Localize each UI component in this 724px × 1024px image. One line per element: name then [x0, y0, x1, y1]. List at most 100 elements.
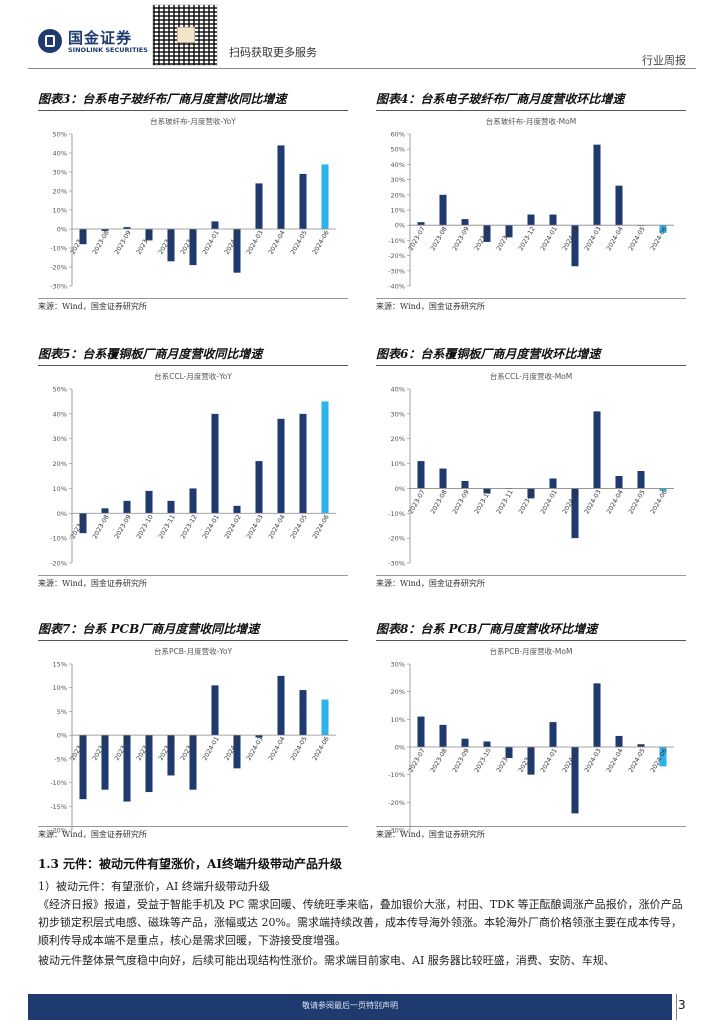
bar-2023-11 [167, 500, 175, 514]
bar-2024-01 [549, 478, 557, 489]
bar-2024-05 [637, 471, 645, 489]
source-rule [376, 826, 686, 827]
figure-title: 图表4：台系电子玻纤布厂商月度营收环比增速 [376, 92, 625, 106]
x-tick-label: 2023-08 [92, 514, 111, 540]
bar-2024-03 [255, 735, 263, 738]
bar-2023-10 [483, 741, 491, 747]
y-tick-label: 10% [53, 207, 67, 215]
chart-fig6: 台系CCL-月度营收-MoM -30% -20% -10% 0% 10% 20% 30% 40%… [376, 367, 686, 575]
source-rule [38, 575, 348, 576]
y-tick-label: 20% [391, 435, 405, 443]
x-tick-label: 2024-06 [312, 514, 331, 540]
bar-2023-10 [145, 229, 153, 241]
figure-title: 图表3：台系电子玻纤布厂商月度营收同比增速 [38, 92, 287, 106]
y-tick-label: 0% [395, 222, 405, 230]
y-tick-label: -10% [388, 771, 405, 779]
x-tick-label: 2023-08 [430, 748, 449, 774]
x-tick-label: 2024-03 [584, 748, 603, 774]
bar-2024-05 [299, 173, 307, 229]
figure-title: 图表6：台系覆铜板厂商月度营收环比增速 [376, 347, 601, 361]
y-tick-label: 20% [391, 191, 405, 199]
bar-2024-02 [571, 747, 579, 814]
y-tick-label: 0% [57, 510, 67, 518]
x-tick-label: 2023-11 [496, 489, 515, 515]
x-tick-label: 2024-06 [650, 226, 669, 252]
x-tick-label: 2024-03 [584, 489, 603, 515]
chart-svg: 台系CCL-月度营收-YoY -20% -10% 0% 10% 20% 30% 40% 50% 2… [50, 371, 336, 568]
y-tick-label: 15% [53, 661, 67, 669]
bar-2024-02 [233, 735, 241, 769]
bar-2023-07 [417, 222, 425, 226]
bar-2024-04 [615, 476, 623, 489]
y-tick-label: -30% [50, 283, 67, 291]
x-tick-label: 2024-04 [606, 226, 625, 252]
paragraph-1: 《经济日报》报道，受益于智能手机及 PC 需求回暖、传统旺季来临，叠加银价大涨，… [38, 898, 683, 947]
bar-2023-10 [483, 488, 491, 494]
x-tick-label: 2023-09 [452, 748, 471, 774]
bar-2023-09 [461, 480, 469, 489]
y-tick-label: -20% [50, 264, 67, 272]
bar-2023-12 [189, 735, 197, 790]
chart-svg: 台系CCL-月度营收-MoM -30% -20% -10% 0% 10% 20% 30% 40%… [388, 371, 674, 568]
y-tick-label: 0% [57, 226, 67, 234]
bar-2023-08 [439, 724, 447, 747]
chart-title: 台系PCB-月度营收-YoY [154, 646, 232, 656]
x-tick-label: 2024-06 [312, 230, 331, 256]
bar-2023-07 [417, 461, 425, 489]
bar-2024-01 [549, 214, 557, 226]
x-tick-label: 2024-05 [290, 514, 309, 540]
page-footer: 敬请参阅最后一页特别声明 3 [0, 994, 724, 1024]
x-tick-label: 2024-01 [202, 230, 221, 256]
bar-2024-05 [637, 744, 645, 747]
section-subtitle: 1）被动元件：有望涨价，AI 终端升级带动升级 [38, 880, 270, 893]
scan-prompt: 扫码获取更多服务 [229, 46, 317, 59]
chart-title: 台系玻纤布-月度营收-MoM [486, 116, 576, 126]
figure-source: 来源：Wind，国金证券研究所 [38, 830, 147, 839]
figure-title-rule [376, 365, 686, 366]
x-tick-label: 2023-09 [452, 226, 471, 252]
y-tick-label: 0% [57, 732, 67, 740]
page-number-divider [676, 994, 697, 1020]
x-tick-label: 2023-10 [136, 514, 155, 540]
source-rule [38, 826, 348, 827]
chart-svg: 台系PCB-月度营收-YoY -20% -15% -10% -5% 0% 5% 10% 15% 2… [50, 646, 336, 835]
y-tick-label: 10% [53, 684, 67, 692]
x-tick-label: 2024-01 [540, 748, 559, 774]
x-tick-label: 2024-03 [584, 226, 603, 252]
y-tick-label: -5% [54, 755, 67, 763]
bar-2023-08 [101, 735, 109, 790]
bar-2024-03 [255, 183, 263, 229]
chart-fig3: 台系玻纤布-月度营收-YoY -30% -20% -10% 0% 10% 20% 30% 40%… [38, 112, 348, 298]
y-tick-label: -20% [50, 827, 67, 835]
bar-2023-11 [167, 735, 175, 776]
bar-2023-09 [461, 219, 469, 226]
y-tick-label: -10% [50, 779, 67, 787]
y-tick-label: 40% [391, 161, 405, 169]
y-tick-label: -10% [388, 237, 405, 245]
bar-2023-11 [505, 225, 513, 238]
x-tick-label: 2023-10 [136, 230, 155, 256]
y-tick-label: 20% [53, 460, 67, 468]
x-tick-label: 2024-03 [246, 230, 265, 256]
qr-code-icon[interactable] [152, 4, 218, 66]
brand-name-cn: 国金证券 [68, 29, 133, 47]
y-tick-label: 40% [53, 410, 67, 418]
y-tick-label: -30% [388, 560, 405, 568]
y-tick-label: -20% [388, 535, 405, 543]
footer-disclaimer: 敬请参阅最后一页特别声明 [302, 1001, 398, 1010]
x-tick-label: 2024-04 [268, 736, 287, 762]
bar-2024-04 [615, 735, 623, 747]
y-tick-label: 50% [391, 146, 405, 154]
x-tick-label: 2024-05 [628, 489, 647, 515]
figure-title-rule [38, 365, 348, 366]
bar-2023-12 [527, 488, 535, 499]
y-tick-label: 20% [53, 188, 67, 196]
chart-svg: 台系PCB-月度营收-MoM -30% -20% -10% 0% 10% 20% 30% 202… [388, 646, 674, 835]
figure-source: 来源：Wind，国金证券研究所 [38, 302, 147, 311]
bar-2024-04 [277, 675, 285, 736]
bar-2023-08 [439, 194, 447, 226]
x-tick-label: 2024-04 [268, 514, 287, 540]
y-tick-label: 30% [391, 661, 405, 669]
source-rule [38, 298, 348, 299]
bar-2023-08 [101, 229, 109, 231]
